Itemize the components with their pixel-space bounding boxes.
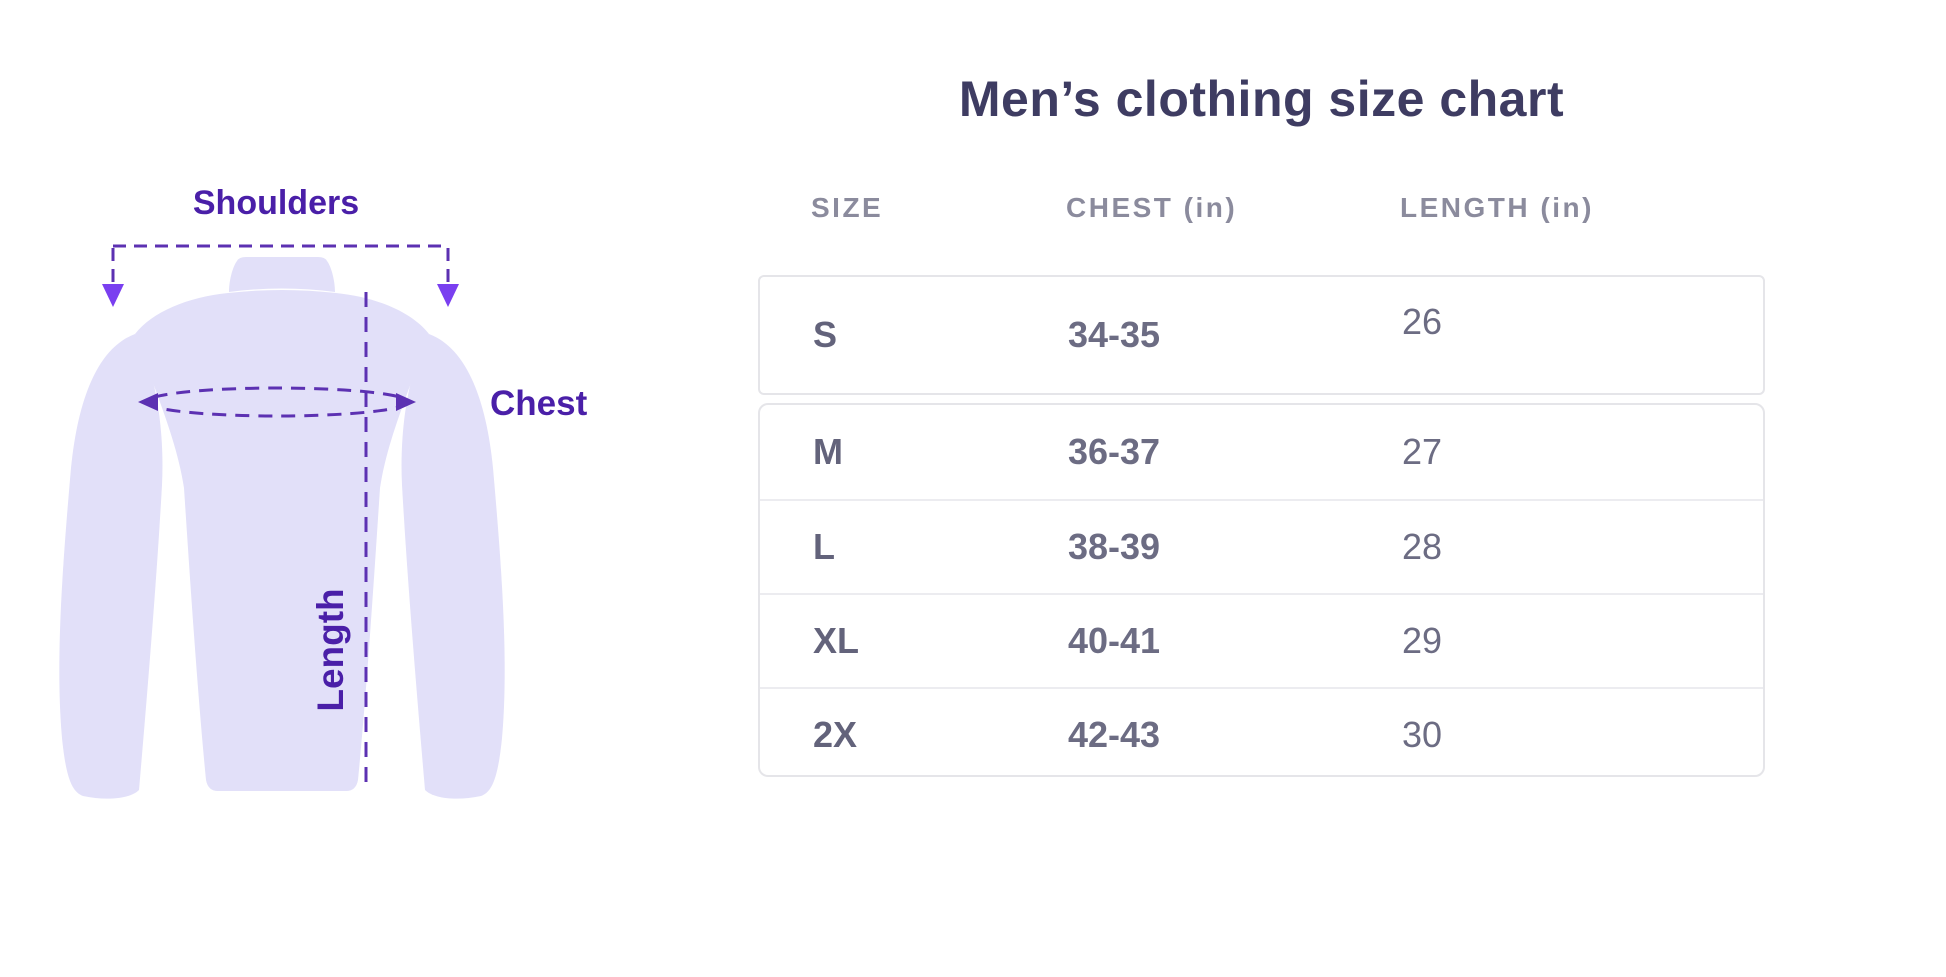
cell-chest: 40-41 (1068, 620, 1161, 661)
column-header-chest: CHEST (in) (1066, 192, 1238, 223)
cell-length: 28 (1402, 526, 1443, 567)
shirt-body-shape (135, 290, 429, 791)
table-row: S 34-35 26 (760, 277, 1763, 393)
cell-length: 29 (1402, 620, 1443, 661)
cell-chest: 38-39 (1068, 526, 1161, 567)
column-header-size: SIZE (811, 192, 884, 223)
page-title: Men’s clothing size chart (958, 71, 1565, 127)
shirt-collar-shape (229, 257, 335, 292)
chest-left-arrow-icon (138, 393, 158, 411)
cell-size: 2X (813, 714, 858, 755)
table-row: L 38-39 28 (760, 499, 1763, 593)
cell-size: M (813, 431, 843, 472)
chest-right-arrow-icon (396, 393, 416, 411)
cell-size: S (813, 314, 838, 355)
cell-chest: 42-43 (1068, 714, 1161, 755)
cell-size: L (813, 526, 835, 567)
cell-length: 26 (1402, 301, 1443, 342)
length-label: Length (310, 588, 351, 712)
cell-chest: 36-37 (1068, 431, 1161, 472)
shoulders-label: Shoulders (192, 184, 360, 222)
chest-label: Chest (490, 384, 588, 423)
size-row-card-first: S 34-35 26 (758, 275, 1765, 395)
cell-chest: 34-35 (1068, 314, 1161, 355)
table-header-row: SIZE CHEST (in) LENGTH (in) (758, 188, 1818, 228)
shirt-diagram (59, 244, 505, 799)
table-row: M 36-37 27 (760, 405, 1763, 499)
cell-length: 30 (1402, 714, 1443, 755)
cell-size: XL (813, 620, 860, 661)
table-row: 2X 42-43 30 (760, 687, 1763, 781)
cell-length: 27 (1402, 431, 1443, 472)
shoulders-right-arrow-icon (437, 284, 459, 307)
size-rows-card: M 36-37 27 L 38-39 28 XL 40-41 29 2X 42-… (758, 403, 1765, 777)
shirt-right-sleeve-shape (401, 334, 505, 799)
shirt-left-sleeve-shape (59, 334, 163, 799)
table-row: XL 40-41 29 (760, 593, 1763, 687)
shoulders-left-arrow-icon (102, 284, 124, 307)
shoulders-measure-line (111, 244, 450, 286)
column-header-length: LENGTH (in) (1400, 192, 1594, 223)
